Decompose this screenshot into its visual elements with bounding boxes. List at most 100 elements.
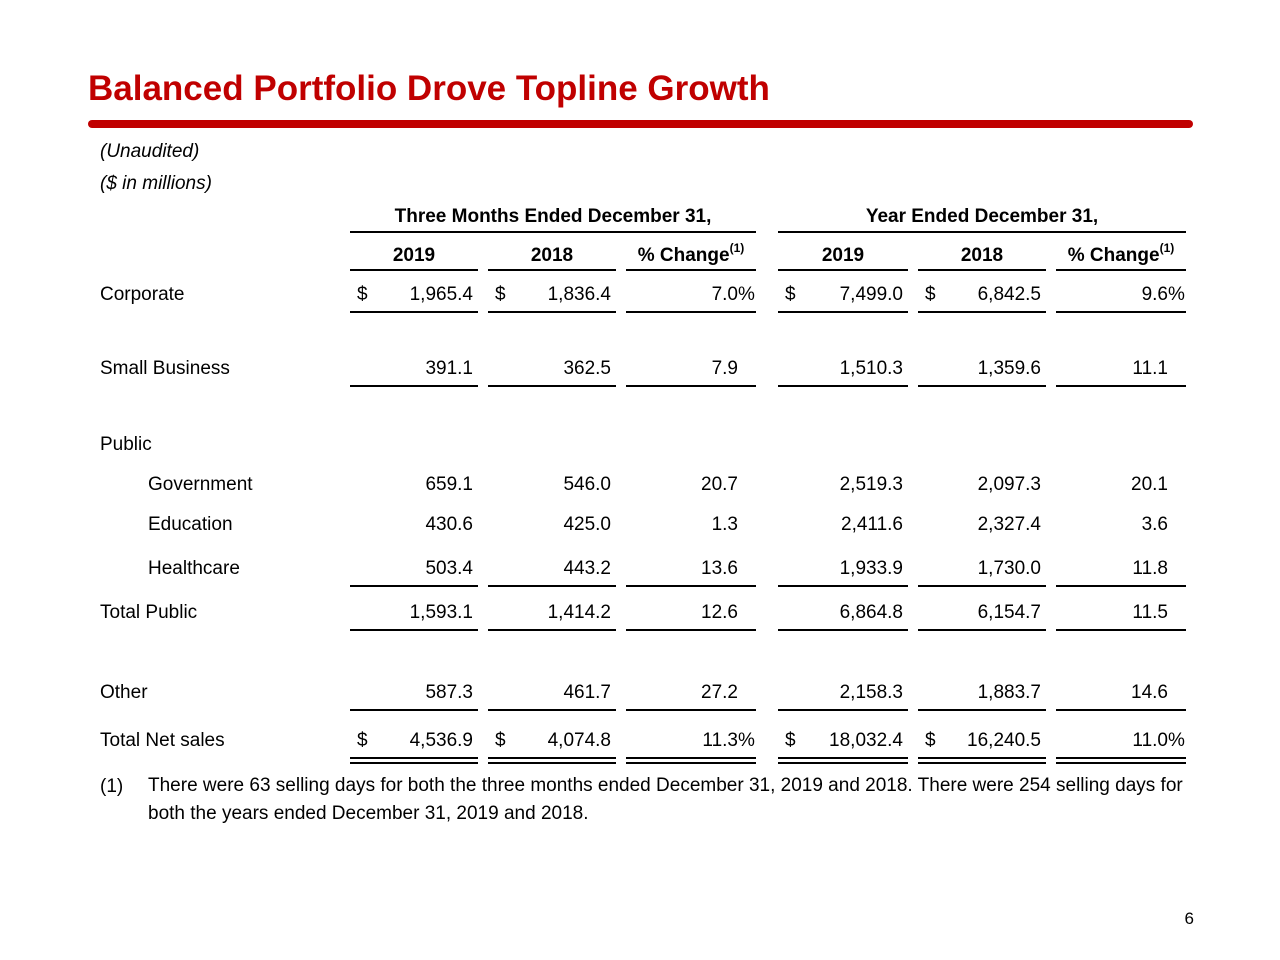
column-header: 2018 bbox=[918, 245, 1046, 267]
cell-value: 11.3 bbox=[702, 730, 738, 751]
cell-value: 1,593.1 bbox=[409, 602, 473, 623]
column-header: 2019 bbox=[778, 245, 908, 267]
row-rule bbox=[626, 762, 756, 764]
cell-value: 4,536.9 bbox=[409, 730, 473, 751]
row-rule bbox=[1056, 385, 1186, 387]
cell-value: 14.6 bbox=[1131, 682, 1168, 703]
cell-value: 1,933.9 bbox=[839, 558, 903, 579]
footnote-text: There were 63 selling days for both the … bbox=[148, 775, 1183, 824]
cell-value: 11.1 bbox=[1132, 358, 1168, 379]
header-rule bbox=[626, 269, 756, 271]
cell-value: 7.9 bbox=[711, 358, 738, 379]
row-label: Public bbox=[100, 434, 152, 455]
cell-value: 1,836.4 bbox=[547, 284, 611, 305]
column-label: 2019 bbox=[821, 245, 865, 266]
unit: % bbox=[1168, 284, 1185, 305]
cell-value: 2,327.4 bbox=[977, 514, 1041, 535]
cell-value: 20.1 bbox=[1131, 474, 1168, 495]
group-header: Year Ended December 31, bbox=[865, 206, 1099, 227]
row-rule bbox=[350, 629, 478, 631]
cell-value: 2,158.3 bbox=[839, 682, 903, 703]
cell-value: 1.3 bbox=[711, 514, 738, 535]
header-rule bbox=[918, 269, 1046, 271]
currency: $ bbox=[785, 730, 796, 751]
cell-value: 391.1 bbox=[425, 358, 473, 379]
row-label: Government bbox=[148, 474, 253, 495]
row-rule bbox=[626, 311, 756, 313]
row-label: Corporate bbox=[100, 284, 185, 305]
row-rule bbox=[626, 385, 756, 387]
row-rule bbox=[778, 629, 908, 631]
cell-value: 9.6 bbox=[1141, 284, 1168, 305]
header-rule bbox=[778, 231, 1186, 233]
row-label: Small Business bbox=[100, 358, 230, 379]
cell-value: 13.6 bbox=[701, 558, 738, 579]
row-rule bbox=[1056, 757, 1186, 759]
cell-value: 18,032.4 bbox=[829, 730, 903, 751]
row-rule bbox=[918, 629, 1046, 631]
row-rule bbox=[488, 757, 616, 759]
row-rule bbox=[350, 757, 478, 759]
row-rule bbox=[778, 762, 908, 764]
cell-value: 443.2 bbox=[563, 558, 611, 579]
column-header: 2018 bbox=[488, 245, 616, 267]
row-rule bbox=[626, 585, 756, 587]
row-rule bbox=[350, 762, 478, 764]
currency: $ bbox=[495, 730, 506, 751]
cell-value: 425.0 bbox=[563, 514, 611, 535]
cell-value: 546.0 bbox=[563, 474, 611, 495]
group-header: Three Months Ended December 31, bbox=[394, 206, 712, 227]
unit: % bbox=[738, 284, 755, 305]
header-rule bbox=[1056, 269, 1186, 271]
row-rule bbox=[918, 762, 1046, 764]
row-rule bbox=[626, 629, 756, 631]
column-label: % Change bbox=[1067, 245, 1160, 266]
cell-value: 362.5 bbox=[563, 358, 611, 379]
cell-value: 3.6 bbox=[1141, 514, 1168, 535]
footnote-ref: (1) bbox=[729, 241, 745, 255]
note: ($ in millions) bbox=[100, 173, 212, 194]
cell-value: 11.0 bbox=[1132, 730, 1168, 751]
row-label: Total Public bbox=[100, 602, 198, 623]
page-number: 6 bbox=[1184, 909, 1194, 928]
cell-value: 587.3 bbox=[425, 682, 473, 703]
row-label: Total Net sales bbox=[100, 730, 225, 751]
row-rule bbox=[488, 762, 616, 764]
cell-value: 1,965.4 bbox=[409, 284, 473, 305]
cell-value: 2,097.3 bbox=[977, 474, 1041, 495]
header-rule bbox=[778, 269, 908, 271]
cell-value: 1,414.2 bbox=[547, 602, 611, 623]
cell-value: 20.7 bbox=[701, 474, 738, 495]
cell-value: 2,519.3 bbox=[839, 474, 903, 495]
title: Balanced Portfolio Drove Topline Growth bbox=[88, 69, 770, 108]
currency: $ bbox=[357, 284, 368, 305]
header-rule bbox=[488, 269, 616, 271]
column-header: 2019 bbox=[350, 245, 478, 267]
note: (Unaudited) bbox=[100, 141, 200, 162]
row-rule bbox=[350, 585, 478, 587]
row-rule bbox=[918, 385, 1046, 387]
row-rule bbox=[1056, 709, 1186, 711]
footnote-marker: (1) bbox=[100, 776, 124, 797]
header-rule bbox=[350, 269, 478, 271]
row-rule bbox=[918, 757, 1046, 759]
row-rule bbox=[488, 585, 616, 587]
row-label: Other bbox=[100, 682, 148, 703]
cell-value: 430.6 bbox=[425, 514, 473, 535]
row-rule bbox=[1056, 629, 1186, 631]
currency: $ bbox=[357, 730, 368, 751]
cell-value: 7.0 bbox=[711, 284, 738, 305]
cell-value: 6,842.5 bbox=[977, 284, 1041, 305]
cell-value: 27.2 bbox=[701, 682, 738, 703]
row-rule bbox=[1056, 311, 1186, 313]
row-label: Healthcare bbox=[148, 558, 240, 579]
cell-value: 659.1 bbox=[425, 474, 473, 495]
title-rule bbox=[88, 120, 1193, 128]
row-rule bbox=[918, 709, 1046, 711]
cell-value: 12.6 bbox=[701, 602, 738, 623]
row-rule bbox=[626, 757, 756, 759]
column-label: 2018 bbox=[960, 245, 1004, 266]
row-rule bbox=[350, 385, 478, 387]
row-rule bbox=[778, 585, 908, 587]
